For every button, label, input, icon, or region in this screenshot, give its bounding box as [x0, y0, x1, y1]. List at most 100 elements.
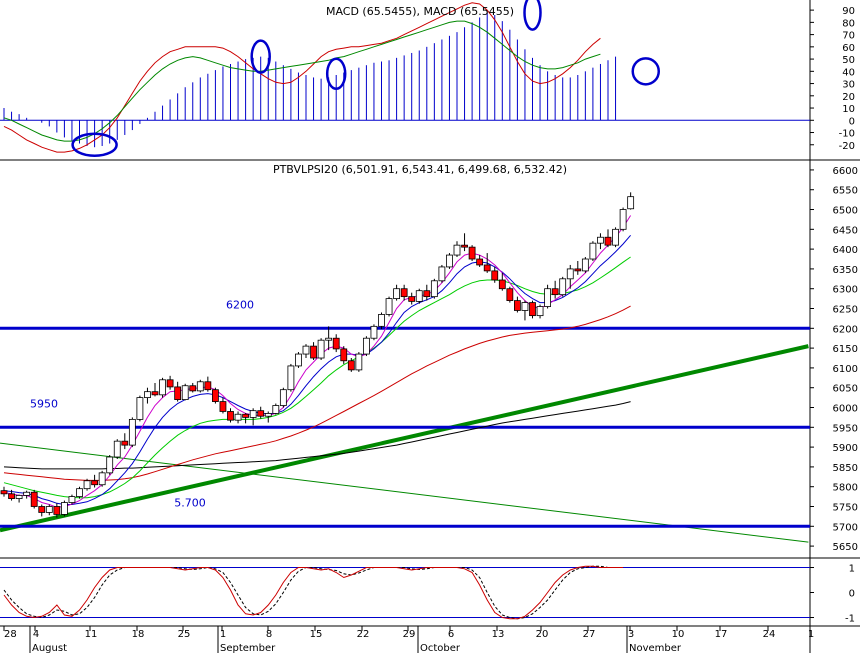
candle-down	[257, 410, 265, 417]
macd-y-tick-label: 70	[842, 31, 855, 42]
month-label: August	[32, 643, 67, 653]
price-y-tick-label: 6250	[833, 305, 858, 316]
date-tick-label: 11	[85, 629, 98, 640]
candle-down	[151, 391, 159, 396]
ma-mid	[3, 234, 631, 505]
candle-down	[400, 288, 408, 298]
candle-up	[362, 337, 370, 355]
candle-up	[45, 506, 53, 513]
candle-down	[242, 413, 250, 418]
candle-down	[166, 379, 174, 388]
candle-down	[174, 386, 182, 400]
candle-up	[76, 488, 83, 498]
candle-up	[113, 440, 121, 458]
candle-up	[581, 258, 589, 272]
candle-up	[544, 288, 551, 307]
stochastic-panel	[0, 565, 810, 620]
ma-slow	[3, 256, 631, 499]
price-y-tick-label: 6400	[833, 245, 858, 256]
candle-up	[612, 228, 619, 246]
candle-up	[415, 290, 423, 302]
candle-down	[347, 360, 355, 371]
candle-down	[491, 270, 499, 281]
price-y-tick-label: 5750	[833, 503, 858, 514]
price-y-tick-label: 5850	[833, 463, 858, 474]
date-tick-label: 13	[492, 629, 505, 640]
crossover-ellipse	[523, 0, 542, 31]
candle-down	[506, 288, 514, 301]
price-y-tick-label: 6550	[833, 186, 858, 197]
candle-up	[453, 244, 461, 256]
candle-up	[272, 405, 280, 414]
date-tick-label: 3	[628, 629, 634, 640]
candle-down	[461, 244, 468, 248]
candle-up	[264, 413, 272, 417]
crossover-ellipse	[250, 39, 271, 74]
candle-up	[302, 345, 310, 355]
candle-up	[128, 418, 136, 446]
candle-up	[619, 209, 627, 230]
candle-up	[355, 353, 363, 371]
date-tick-label: 20	[536, 629, 549, 640]
macd-panel	[0, 0, 810, 158]
macd-y-tick-label: 10	[842, 104, 855, 115]
candle-up	[370, 325, 378, 339]
date-tick-label: 10	[672, 629, 685, 640]
price-y-tick-label: 6200	[833, 324, 858, 335]
candle-up	[446, 254, 453, 268]
candle-up	[566, 268, 574, 280]
crossover-ellipse	[631, 57, 660, 86]
crossover-ellipse	[325, 57, 347, 91]
date-tick-label: 6	[448, 629, 454, 640]
candle-up	[325, 337, 333, 341]
date-tick-label: 25	[178, 629, 191, 640]
candle-down	[310, 345, 317, 359]
date-tick-label: 15	[310, 629, 323, 640]
price-y-tick-label: 5700	[833, 522, 858, 533]
candle-up	[597, 236, 604, 244]
candle-down	[30, 491, 38, 507]
ma-long-red	[3, 305, 631, 481]
stoch-y-tick-label: 0	[849, 589, 855, 600]
candle-down	[91, 480, 98, 486]
candle-down	[211, 389, 219, 402]
month-label: October	[420, 643, 461, 653]
candle-up	[83, 480, 91, 490]
candle-up	[559, 278, 567, 296]
candle-up	[98, 472, 106, 486]
date-tick-label: 18	[132, 629, 145, 640]
date-tick-label: 4	[33, 629, 39, 640]
candle-down	[332, 337, 340, 350]
date-tick-label: 1	[808, 629, 814, 640]
candle-up	[287, 365, 295, 391]
macd-y-tick-label: 60	[842, 43, 855, 54]
candle-down	[53, 506, 61, 515]
macd-y-tick-label: 90	[842, 6, 855, 17]
price-y-tick-label: 6500	[833, 206, 858, 217]
price-y-tick-label: 6350	[833, 265, 858, 276]
candle-down	[604, 236, 612, 246]
stoch-y-tick-label: 1	[849, 564, 855, 575]
candle-up	[279, 389, 287, 406]
candle-down	[0, 490, 8, 495]
date-tick-label: 1	[220, 629, 226, 640]
candle-up	[234, 413, 242, 421]
price-y-tick-label: 5800	[833, 483, 858, 494]
candle-down	[204, 381, 212, 391]
candle-down	[483, 264, 491, 272]
candle-down	[38, 506, 46, 513]
date-tick-label: 29	[403, 629, 416, 640]
ma-fast	[3, 215, 632, 508]
candle-down	[574, 268, 582, 272]
candle-down	[121, 440, 129, 446]
candle-up	[627, 196, 635, 210]
macd-y-tick-label: -10	[839, 129, 855, 140]
price-panel: 6200 5950 5.700	[0, 192, 810, 543]
candle-up	[589, 242, 597, 260]
candle-up	[317, 339, 325, 359]
macd-y-tick-label: 30	[842, 80, 855, 91]
candle-down	[340, 348, 348, 362]
candle-down	[514, 300, 521, 311]
